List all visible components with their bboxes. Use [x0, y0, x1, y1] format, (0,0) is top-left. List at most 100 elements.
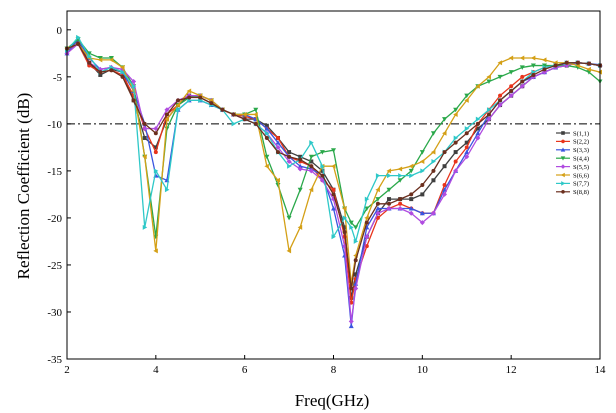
x-tick-label: 12: [506, 364, 517, 376]
series-point: [131, 79, 137, 85]
series-point: [561, 139, 565, 144]
series-point: [319, 150, 325, 155]
series-point: [209, 101, 214, 106]
series-point: [331, 163, 336, 169]
series-point: [186, 88, 192, 94]
x-tick-label: 10: [417, 364, 429, 376]
x-tick-label: 14: [595, 364, 607, 376]
series-point: [353, 272, 358, 277]
series-point: [231, 121, 237, 127]
series-point: [297, 224, 303, 230]
ticks-layer: 2 4 6 8 10 12 14 0 -5 -10 -15 -20 -25 -30 -35: [47, 25, 606, 376]
series-point: [508, 70, 514, 75]
series-8: [65, 41, 602, 291]
series-point: [541, 63, 547, 69]
series-point: [519, 83, 525, 89]
series-point: [153, 150, 158, 155]
series-point: [464, 97, 469, 103]
series-point: [76, 41, 81, 46]
series-point: [586, 66, 591, 72]
series-point: [87, 60, 92, 65]
series-point: [187, 95, 192, 100]
series-point: [419, 210, 425, 216]
series-point: [375, 197, 381, 202]
series-point: [164, 126, 170, 132]
series-point: [264, 130, 270, 136]
x-tick-label: 4: [153, 364, 159, 376]
series-point: [408, 206, 414, 211]
y-tick-label: -25: [47, 260, 62, 272]
series-point: [164, 112, 169, 117]
series-point: [464, 131, 469, 136]
y-tick-label: -30: [47, 307, 62, 319]
series-point: [498, 93, 503, 98]
series-point: [564, 60, 569, 65]
series-point: [509, 84, 514, 89]
series-point: [475, 135, 481, 141]
series-point: [453, 135, 459, 141]
series-point: [408, 168, 414, 174]
series-point: [497, 102, 503, 108]
series-point: [442, 183, 447, 187]
series-point: [275, 177, 280, 183]
series-point: [386, 206, 392, 212]
series-point: [87, 63, 92, 68]
series-point: [142, 121, 147, 126]
series-point: [120, 69, 126, 75]
series-point: [453, 107, 459, 113]
series-point: [520, 74, 525, 79]
series-point: [575, 60, 580, 65]
series-point: [442, 150, 447, 155]
series-line: [66, 43, 601, 285]
series-point: [475, 83, 480, 89]
series-point: [397, 166, 403, 172]
legend-label: S(5,5): [573, 164, 589, 171]
series-line: [66, 43, 601, 290]
series-point: [453, 111, 458, 117]
series-point: [264, 135, 269, 140]
x-tick-label: 2: [64, 364, 70, 376]
series-point: [520, 79, 525, 84]
y-tick-label: -5: [53, 72, 63, 84]
series-point: [120, 74, 125, 79]
series-point: [331, 206, 336, 211]
series-point: [431, 158, 436, 164]
series-point: [108, 57, 114, 63]
series-point: [98, 70, 103, 75]
series-point: [308, 154, 314, 160]
series-point: [308, 168, 314, 174]
series-point: [142, 135, 147, 140]
series-point: [253, 111, 258, 117]
series-point: [430, 149, 436, 155]
series-point: [164, 187, 170, 193]
series-point: [297, 163, 303, 169]
series-point: [508, 93, 514, 99]
legend-label: S(6,6): [573, 172, 589, 179]
series-point: [409, 173, 414, 179]
series-point: [86, 51, 92, 56]
series-layer: [64, 34, 603, 329]
series-point: [76, 34, 81, 40]
series-point: [561, 190, 565, 194]
series-point: [331, 187, 336, 192]
series-point: [541, 69, 547, 75]
series-point: [541, 57, 547, 63]
series-point: [275, 140, 281, 145]
series-line: [66, 43, 601, 323]
series-point: [375, 206, 381, 211]
legend-label: S(2,2): [573, 139, 589, 146]
series-point: [387, 173, 392, 179]
x-tick-label: 6: [242, 364, 248, 376]
series-point: [308, 187, 314, 193]
series-point: [364, 196, 370, 202]
series-point: [242, 117, 247, 122]
series-point: [331, 148, 336, 153]
series-point: [309, 140, 314, 146]
series-point: [475, 116, 481, 122]
series-point: [287, 163, 292, 169]
series-point: [486, 79, 492, 85]
series-point: [530, 63, 536, 69]
series-point: [509, 88, 514, 93]
series-point: [519, 55, 525, 61]
